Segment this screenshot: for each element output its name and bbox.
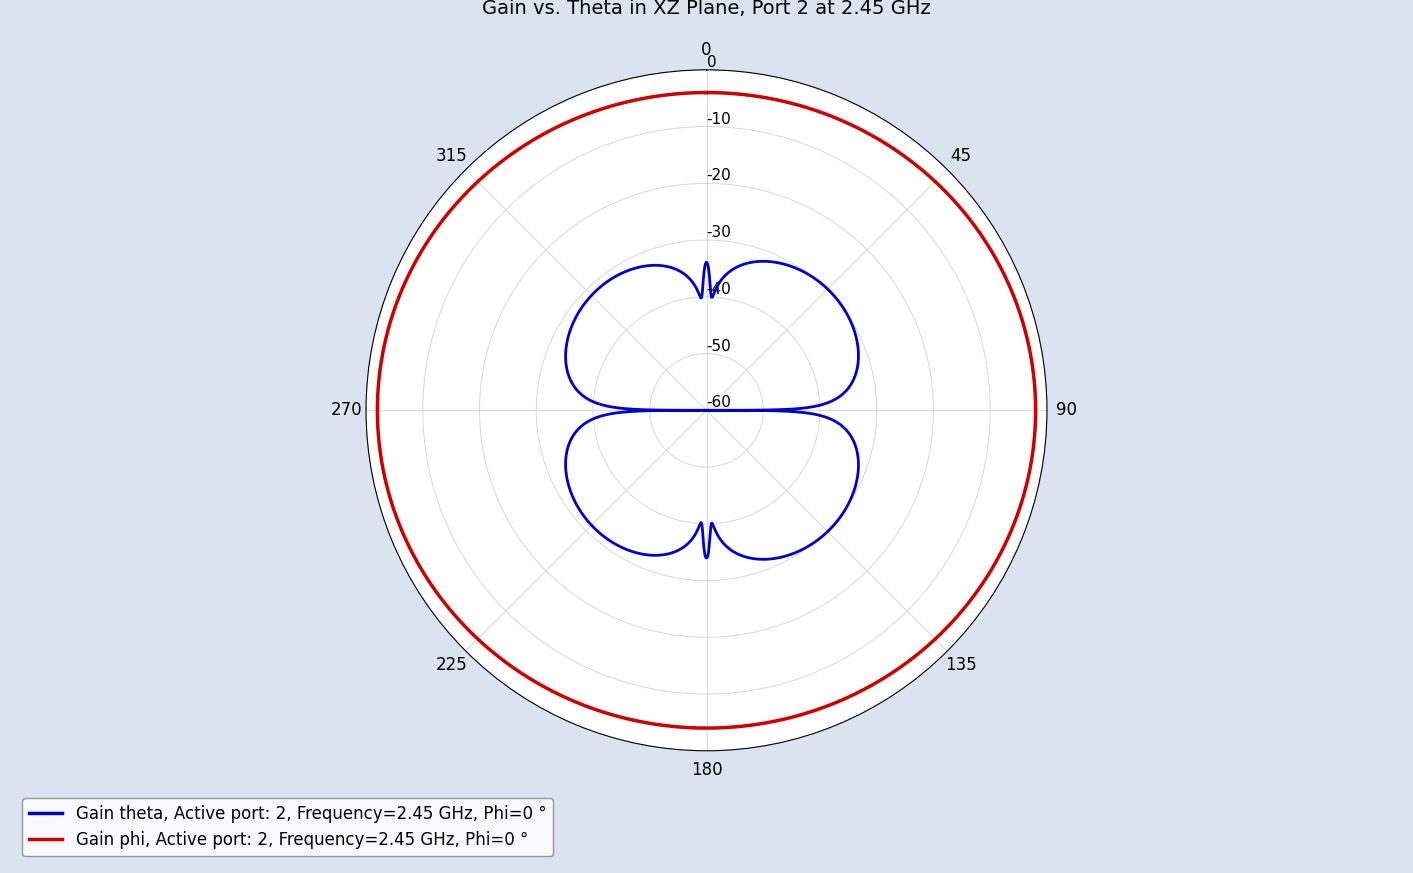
Legend: Gain theta, Active port: 2, Frequency=2.45 GHz, Phi=0 °, Gain phi, Active port: : Gain theta, Active port: 2, Frequency=2.… — [23, 798, 552, 856]
Title: Gain vs. Theta in XZ Plane, Port 2 at 2.45 GHz: Gain vs. Theta in XZ Plane, Port 2 at 2.… — [482, 0, 931, 17]
